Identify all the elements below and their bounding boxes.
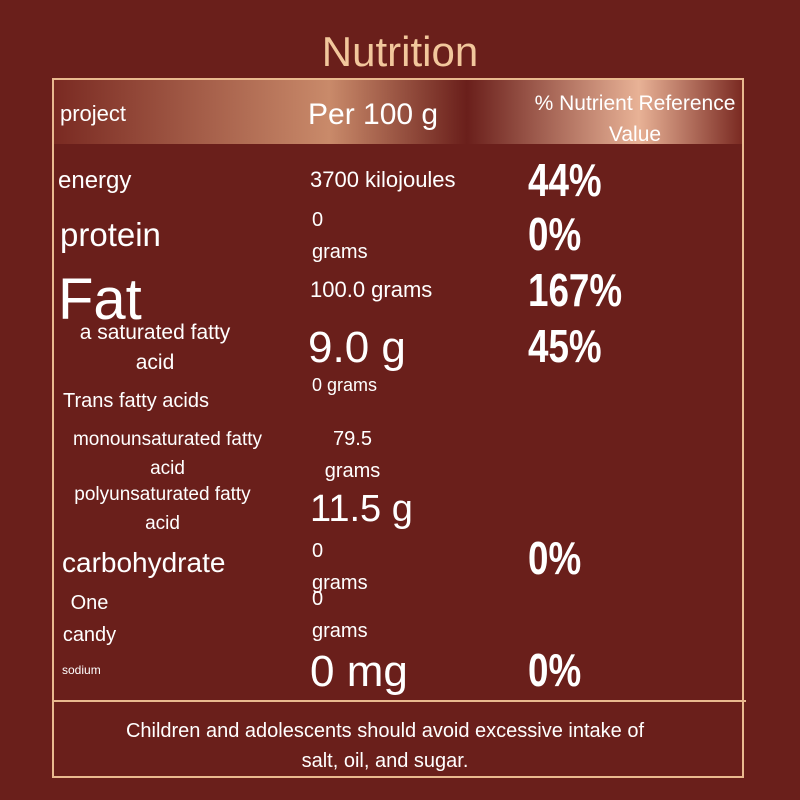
nrv: 0% — [528, 532, 582, 584]
amount: 0 grams — [312, 209, 368, 263]
amount: 9.0 g — [308, 323, 406, 372]
nutrient-name: sodium — [62, 663, 101, 677]
nutrient-name: energy — [58, 167, 132, 194]
amount: 0 mg — [310, 647, 408, 696]
nrv: 0% — [528, 644, 582, 696]
nutrient-name: a saturated fatty acid — [79, 321, 231, 374]
nrv: 0% — [528, 208, 582, 260]
nrv: 44% — [528, 154, 602, 206]
nutrient-name: Fat — [58, 267, 142, 332]
frame — [52, 78, 744, 778]
amount: 11.5 g — [310, 488, 413, 530]
nrv: 45% — [528, 320, 602, 372]
nrv: 167% — [528, 264, 623, 316]
nutrient-name: protein — [60, 216, 161, 253]
header-band — [54, 80, 742, 144]
title: Nutrition — [321, 28, 479, 75]
nutrient-name: monounsaturated fatty acid — [72, 429, 263, 479]
amount: 0 grams — [312, 375, 378, 395]
nutrient-name: Trans fatty acids — [63, 390, 209, 412]
amount: 100.0 grams — [310, 277, 433, 302]
amount: 0 grams — [312, 588, 368, 642]
amount: 79.5 grams — [324, 428, 381, 482]
column-header: project — [60, 101, 127, 126]
footer-note: Children and adolescents should avoid ex… — [125, 720, 645, 772]
nutrient-name: polyunsaturated fatty acid — [74, 484, 251, 534]
amount: 0 grams — [312, 540, 368, 594]
amount: 3700 kilojoules — [310, 167, 456, 192]
column-header: Per 100 g — [308, 98, 439, 131]
separator — [52, 700, 746, 702]
column-header: % Nutrient Reference Value — [534, 92, 736, 146]
nutrient-name: One candy — [62, 592, 117, 646]
nutrient-name: carbohydrate — [62, 547, 226, 578]
